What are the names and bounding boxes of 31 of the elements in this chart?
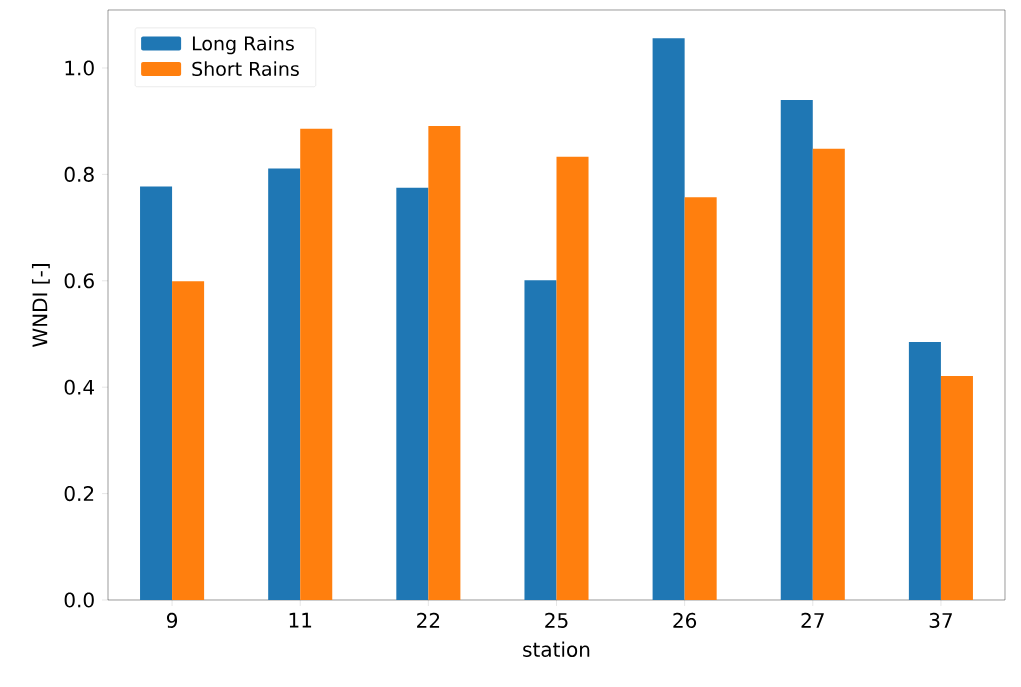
bar <box>652 38 685 600</box>
x-tick-label: 11 <box>289 612 312 628</box>
bar <box>908 341 941 600</box>
x-tick-label: 25 <box>545 612 568 628</box>
bar <box>140 186 173 600</box>
x-tick-label: 37 <box>929 612 952 628</box>
legend-label: Short Rains <box>192 61 299 77</box>
bar <box>940 376 973 600</box>
bar <box>556 156 589 600</box>
y-tick-label: 1.0 <box>65 60 94 76</box>
bar <box>300 128 333 600</box>
x-tick-label: 27 <box>801 612 824 628</box>
y-axis-title: WNDI [-] <box>31 264 50 347</box>
x-tick-label: 22 <box>417 612 440 628</box>
y-tick-label: 0.0 <box>64 592 94 608</box>
bar <box>268 168 301 600</box>
bar <box>524 280 557 600</box>
x-tick-label: 9 <box>166 612 178 628</box>
legend-label: Long Rains <box>192 35 294 55</box>
bar <box>396 187 429 600</box>
y-tick-label: 0.8 <box>64 166 94 182</box>
y-tick-label: 0.2 <box>64 486 94 502</box>
bar <box>684 197 717 600</box>
bar <box>812 148 845 600</box>
bar <box>428 125 461 600</box>
x-axis-title: station <box>523 641 590 657</box>
y-tick-label: 0.6 <box>64 273 94 289</box>
bar <box>780 99 813 600</box>
bar <box>172 281 205 600</box>
y-tick-label: 0.4 <box>64 379 95 395</box>
x-tick-label: 26 <box>673 612 697 628</box>
